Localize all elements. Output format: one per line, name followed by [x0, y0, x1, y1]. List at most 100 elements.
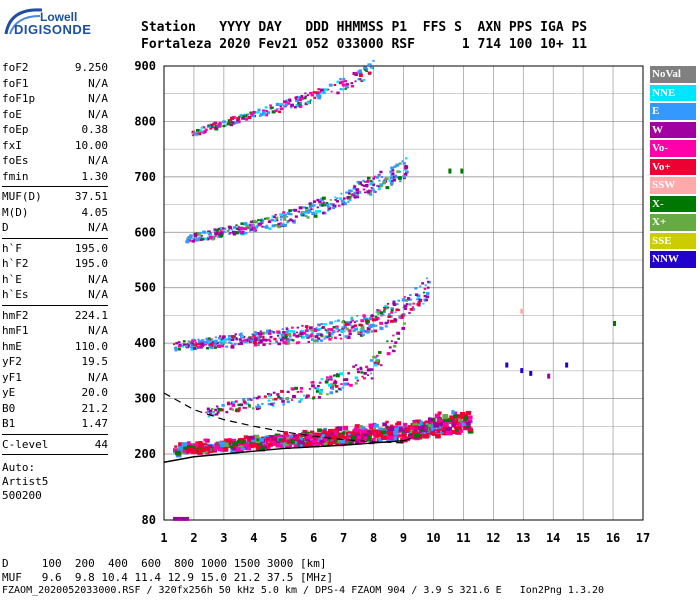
echo-point [272, 391, 276, 394]
echo-point [282, 211, 286, 214]
param-value: 195.0 [74, 241, 108, 255]
echo-point [307, 441, 312, 445]
echo-point [253, 434, 260, 440]
echo-point [282, 403, 286, 406]
echo-point [354, 364, 358, 367]
echo-point [293, 444, 299, 449]
echo-point [173, 343, 176, 346]
echo-point [363, 436, 368, 440]
echo-point [257, 111, 261, 114]
echo-point [403, 322, 406, 325]
legend-entry-x: X- [650, 195, 696, 212]
echo-point [334, 320, 337, 323]
param-name: B1 [2, 417, 16, 430]
echo-point [358, 181, 362, 185]
param-name: C-level [2, 437, 49, 451]
echo-point [276, 219, 279, 222]
echo-point [363, 180, 366, 183]
echo-point [317, 384, 320, 388]
echo-point [402, 436, 407, 441]
echo-point [353, 191, 357, 195]
echo-point [449, 415, 455, 420]
echo-point [368, 368, 372, 372]
plot-frame [163, 65, 644, 521]
echo-point [285, 326, 289, 329]
echo-point [330, 432, 334, 435]
echo-point [336, 80, 340, 84]
echo-point [350, 439, 355, 443]
echo-point [335, 443, 340, 447]
echo-point [231, 230, 236, 234]
echo-point [229, 116, 234, 120]
echo-point [372, 177, 376, 180]
echo-point [370, 66, 374, 69]
echo-point [239, 332, 243, 335]
echo-point [460, 168, 464, 174]
echo-point [313, 96, 317, 99]
echo-point [185, 240, 190, 244]
echo-point [400, 316, 404, 320]
echo-point [416, 303, 420, 306]
echo-point [423, 287, 427, 290]
echo-point [271, 224, 276, 228]
echo-point [362, 377, 366, 380]
echo-point [285, 331, 289, 334]
echo-point [274, 223, 278, 227]
header-values: Fortaleza 2020 Fev21 052 033000 RSF 1 71… [141, 37, 588, 52]
echo-point [342, 77, 346, 81]
echo-point [363, 67, 367, 71]
echo-point [377, 185, 381, 188]
echo-point [382, 310, 386, 314]
echo-point [242, 400, 246, 403]
echo-point [257, 336, 261, 339]
echo-point [298, 98, 303, 102]
echo-point [362, 314, 366, 318]
echo-point [253, 340, 257, 345]
echo-point [420, 429, 424, 433]
echo-point [377, 313, 380, 316]
echo-point [314, 210, 318, 213]
echo-point [243, 113, 246, 116]
echo-point [265, 437, 271, 441]
echo-point [365, 365, 369, 369]
echo-point [236, 439, 242, 444]
echo-point [347, 200, 350, 203]
echo-point [389, 176, 394, 180]
echo-point [306, 216, 310, 219]
echo-point [312, 204, 316, 207]
echo-point [351, 325, 355, 328]
echo-point [211, 345, 214, 347]
echo-point [276, 393, 280, 396]
echo-point [304, 325, 309, 329]
echo-point [357, 436, 361, 440]
echo-point [278, 337, 281, 340]
x-tick-label: 11 [456, 531, 470, 545]
echo-point [275, 443, 282, 448]
echo-point [320, 334, 323, 337]
echo-point [312, 440, 319, 446]
echo-point [300, 440, 305, 445]
echo-point [339, 329, 344, 333]
autoscaling-line: Auto: [2, 461, 36, 474]
echo-point [306, 94, 310, 97]
echo-point [287, 435, 294, 440]
echo-point [221, 337, 225, 340]
echo-point [352, 365, 356, 368]
echo-point [261, 225, 264, 228]
echo-point [261, 335, 265, 338]
echo-point [292, 394, 296, 399]
echo-point [383, 433, 389, 438]
echo-point [327, 88, 330, 91]
echo-point [353, 185, 357, 188]
echo-point [239, 114, 243, 117]
echo-point [202, 230, 207, 234]
echo-point [270, 106, 274, 110]
echo-point [354, 80, 357, 83]
echo-point [262, 337, 265, 340]
echo-point [182, 343, 186, 346]
echo-point [356, 368, 360, 371]
echo-point [391, 169, 395, 172]
echo-point [390, 307, 395, 311]
echo-point [389, 424, 394, 428]
echo-point [368, 423, 374, 428]
